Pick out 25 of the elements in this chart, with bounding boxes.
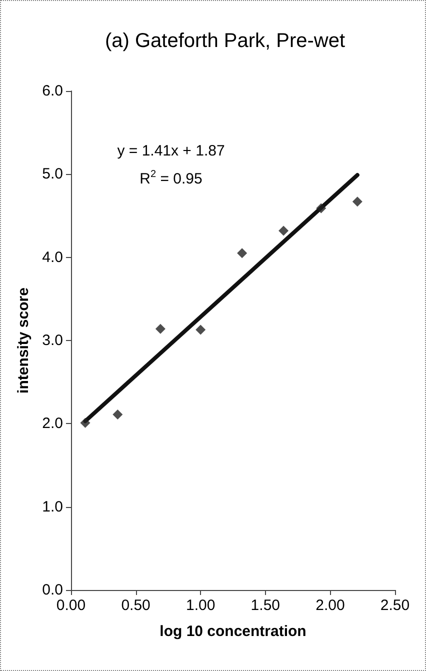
y-tick-label: 1.0	[42, 498, 63, 516]
x-tick-label: 2.00	[316, 597, 345, 614]
point	[352, 196, 362, 207]
y-tick-label: 6.0	[42, 82, 63, 100]
point	[316, 203, 326, 214]
chart-title: (a) Gateforth Park, Pre-wet	[104, 30, 346, 52]
x-tick-label: 1.50	[250, 597, 280, 614]
point	[155, 324, 166, 334]
annotation: y = 1.41x + 1.87	[117, 142, 225, 160]
x-tick-label: 0.00	[56, 597, 86, 614]
point	[80, 418, 90, 428]
y-tick-label: 5.0	[42, 166, 63, 183]
y-tick-label: 3.0	[42, 332, 63, 349]
x-tick-label: 0.50	[121, 597, 150, 614]
x-tick-label: 2.50	[380, 597, 410, 614]
point	[196, 324, 206, 335]
y-axis-title: intensity score	[15, 288, 32, 394]
point	[237, 248, 248, 258]
point	[112, 410, 123, 420]
y-tick-label: 0.0	[42, 582, 63, 598]
point	[278, 226, 289, 236]
y-tick-label: 2.0	[42, 415, 63, 432]
x-axis-title: log 10 concentration	[160, 623, 306, 640]
x-tick-label: 1.00	[186, 597, 216, 614]
y-tick-label: 4.0	[42, 248, 63, 266]
